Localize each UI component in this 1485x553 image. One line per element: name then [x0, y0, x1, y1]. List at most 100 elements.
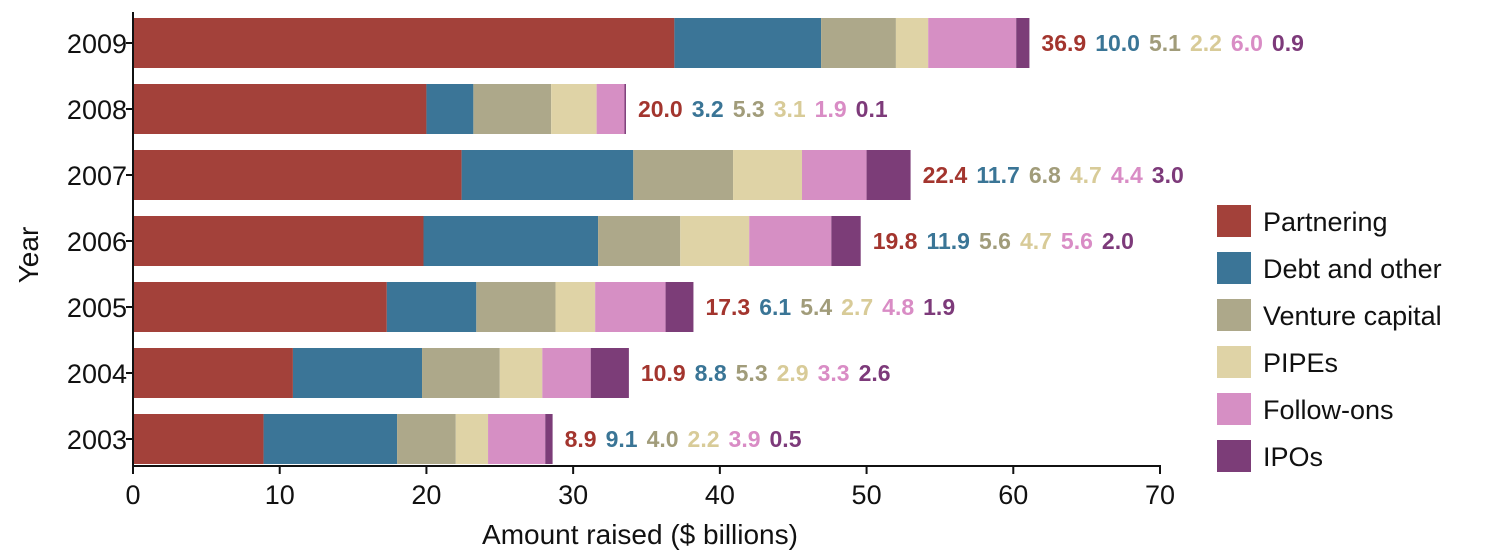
y-tick-label-2008: 2008: [67, 95, 127, 125]
data-label-2004-3: 5.3: [736, 360, 768, 386]
bar-segment-2005-4: [555, 282, 596, 332]
legend-label-5: Follow-ons: [1263, 395, 1394, 425]
legend-label-2: Debt and other: [1263, 254, 1442, 284]
bar-segment-2005-3: [476, 282, 556, 332]
x-tick-label-70: 70: [1145, 480, 1175, 510]
data-label-2008-6: 0.1: [856, 96, 888, 122]
bar-segment-2003-5: [488, 414, 546, 464]
data-label-2007-6: 3.0: [1152, 162, 1184, 188]
bar-segment-2006-4: [680, 216, 750, 266]
data-label-2009-3: 5.1: [1149, 30, 1181, 56]
y-tick-label-2009: 2009: [67, 29, 127, 59]
data-label-2003-4: 2.2: [688, 426, 720, 452]
data-label-2007-3: 6.8: [1029, 162, 1061, 188]
bar-segment-2007-5: [802, 150, 867, 200]
bar-segment-2004-2: [292, 348, 423, 398]
data-label-2004-1: 10.9: [641, 360, 686, 386]
bar-segment-2005-1: [133, 282, 387, 332]
x-ticks: 0 10 20 30 40 50 60 70: [125, 466, 1175, 510]
bar-segment-2009-4: [895, 18, 929, 68]
x-tick-label-30: 30: [558, 480, 588, 510]
data-label-2006-5: 5.6: [1061, 228, 1093, 254]
data-label-2006-1: 19.8: [873, 228, 918, 254]
data-label-2007-4: 4.7: [1070, 162, 1102, 188]
data-label-2005-4: 2.7: [841, 294, 873, 320]
data-label-2007-2: 11.7: [976, 162, 1020, 188]
legend-label-4: PIPEs: [1263, 348, 1338, 378]
bar-segment-2009-6: [1016, 18, 1030, 68]
data-label-2009-5: 6.0: [1231, 30, 1263, 56]
data-label-2009-2: 10.0: [1095, 30, 1140, 56]
legend-swatch-5: [1217, 393, 1251, 425]
data-label-2004-6: 2.6: [859, 360, 891, 386]
y-axis-title: Year: [13, 227, 44, 284]
x-tick-label-0: 0: [125, 480, 140, 510]
bar-segment-2007-3: [633, 150, 734, 200]
data-label-2005-1: 17.3: [705, 294, 750, 320]
bars-layer: [133, 18, 1030, 464]
bar-segment-2004-4: [499, 348, 543, 398]
bar-segment-2005-2: [386, 282, 477, 332]
data-label-2003-2: 9.1: [606, 426, 638, 452]
data-label-2007-1: 22.4: [923, 162, 968, 188]
bar-segment-2006-1: [133, 216, 424, 266]
x-tick-label-50: 50: [852, 480, 882, 510]
x-tick-label-60: 60: [998, 480, 1028, 510]
data-label-2004-5: 3.3: [818, 360, 850, 386]
bar-segment-2006-5: [749, 216, 832, 266]
bar-segment-2009-1: [133, 18, 675, 68]
data-label-2008-1: 20.0: [638, 96, 683, 122]
data-label-2003-5: 3.9: [729, 426, 761, 452]
x-tick-label-40: 40: [705, 480, 735, 510]
data-label-2004-2: 8.8: [695, 360, 727, 386]
bar-segment-2008-2: [426, 84, 474, 134]
bar-segment-2004-6: [590, 348, 629, 398]
y-tick-label-2005: 2005: [67, 293, 127, 323]
bar-segment-2003-1: [133, 414, 264, 464]
x-axis-title: Amount raised ($ billions): [482, 519, 798, 550]
data-label-2009-1: 36.9: [1041, 30, 1086, 56]
y-tick-label-2007: 2007: [67, 161, 127, 191]
bar-segment-2008-1: [133, 84, 427, 134]
y-tick-label-2006: 2006: [67, 227, 127, 257]
bar-segment-2005-5: [595, 282, 666, 332]
bar-segment-2006-2: [423, 216, 599, 266]
data-label-2006-4: 4.7: [1020, 228, 1052, 254]
x-tick-label-10: 10: [265, 480, 295, 510]
bar-segment-2009-2: [674, 18, 822, 68]
legend-label-3: Venture capital: [1263, 301, 1442, 331]
bar-segment-2009-5: [928, 18, 1017, 68]
data-label-2003-3: 4.0: [647, 426, 679, 452]
bar-segment-2003-2: [263, 414, 398, 464]
value-labels-layer: 36.9 10.0 5.1 2.2 6.0 0.9 20.0 3.2 5.3 3.1 1.9 0.1 2…: [565, 30, 1304, 452]
data-label-2003-6: 0.5: [770, 426, 802, 452]
bar-segment-2007-1: [133, 150, 462, 200]
legend-swatch-2: [1217, 252, 1251, 284]
y-ticks: 2009 2008 2007 2006 2005 2004 2003: [67, 29, 133, 455]
data-label-2008-5: 1.9: [815, 96, 847, 122]
legend-swatch-6: [1217, 440, 1251, 472]
bar-segment-2007-4: [733, 150, 803, 200]
bar-segment-2003-3: [397, 414, 456, 464]
data-label-2009-6: 0.9: [1272, 30, 1304, 56]
data-label-2009-4: 2.2: [1190, 30, 1222, 56]
legend: Partnering Debt and other Venture capital P…: [1217, 205, 1442, 472]
bar-segment-2009-3: [821, 18, 896, 68]
bar-segment-2004-1: [133, 348, 293, 398]
bar-segment-2008-6: [624, 84, 626, 134]
data-label-2008-2: 3.2: [692, 96, 724, 122]
bar-segment-2007-6: [866, 150, 911, 200]
bar-segment-2006-6: [831, 216, 861, 266]
data-label-2003-1: 8.9: [565, 426, 597, 452]
data-label-2008-3: 5.3: [733, 96, 765, 122]
data-label-2005-2: 6.1: [759, 294, 791, 320]
bar-segment-2003-6: [545, 414, 553, 464]
x-tick-label-20: 20: [411, 480, 441, 510]
data-label-2006-6: 2.0: [1102, 228, 1134, 254]
data-label-2006-3: 5.6: [979, 228, 1011, 254]
bar-segment-2008-5: [596, 84, 625, 134]
bar-segment-2005-6: [665, 282, 694, 332]
data-label-2004-4: 2.9: [777, 360, 809, 386]
